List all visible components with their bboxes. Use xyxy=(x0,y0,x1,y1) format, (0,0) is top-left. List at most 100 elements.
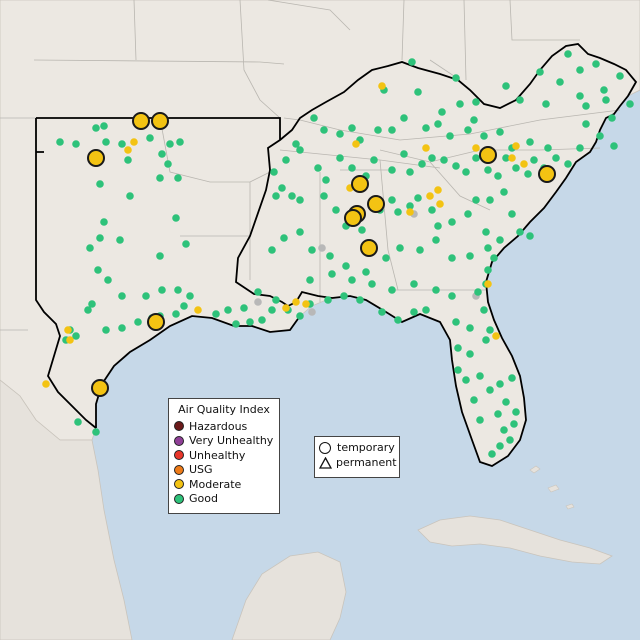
monitor-dot-good xyxy=(84,306,92,314)
legend-label: Hazardous xyxy=(189,419,248,433)
monitor-dot-good xyxy=(510,420,518,428)
monitor-dot-good xyxy=(332,206,340,214)
monitor-dot-good xyxy=(74,418,82,426)
monitor-dot-moderate xyxy=(492,332,500,340)
monitor-dot-good xyxy=(296,146,304,154)
monitor-dot-moderate xyxy=(434,186,442,194)
monitor-dot-no-data xyxy=(318,244,326,252)
monitor-dot-moderate xyxy=(436,200,444,208)
monitor-dot-good xyxy=(526,232,534,240)
monitor-dot-good xyxy=(448,292,456,300)
hazardous-swatch xyxy=(174,421,184,432)
monitor-dot-good xyxy=(370,156,378,164)
monitor-dot-good xyxy=(326,252,334,260)
monitor-dot-good xyxy=(438,108,446,116)
temporary-monitor-moderate xyxy=(91,379,109,397)
monitor-dot-good xyxy=(428,206,436,214)
monitor-dot-good xyxy=(494,410,502,418)
temporary-monitor-moderate xyxy=(360,239,378,257)
legend-item-hazardous: Hazardous xyxy=(169,419,279,434)
monitor-dot-good xyxy=(410,308,418,316)
monitor-dot-good xyxy=(472,154,480,162)
monitor-dot-good xyxy=(432,286,440,294)
monitor-dot-good xyxy=(400,150,408,158)
monitor-dot-moderate xyxy=(64,326,72,334)
monitor-dot-good xyxy=(182,240,190,248)
monitor-dot-good xyxy=(324,296,332,304)
temporary-monitor-moderate xyxy=(87,149,105,167)
monitor-dot-good xyxy=(268,306,276,314)
monitor-dot-moderate xyxy=(42,380,50,388)
monitor-dot-good xyxy=(72,140,80,148)
monitor-dot-good xyxy=(232,320,240,328)
legend-item-temporary: temporary xyxy=(315,440,399,455)
monitor-dot-good xyxy=(268,246,276,254)
monitor-dot-good xyxy=(306,276,314,284)
monitor-dot-good xyxy=(158,150,166,158)
monitor-dot-good xyxy=(314,164,322,172)
monitor-dot-good xyxy=(490,254,498,262)
monitor-dot-good xyxy=(536,68,544,76)
monitor-dot-good xyxy=(448,218,456,226)
monitor-dot-good xyxy=(482,228,490,236)
monitor-dot-good xyxy=(180,302,188,310)
monitor-dot-good xyxy=(422,124,430,132)
monitor-dot-good xyxy=(502,398,510,406)
monitor-dot-good xyxy=(288,192,296,200)
monitor-dot-moderate xyxy=(378,82,386,90)
region-outline xyxy=(36,43,638,467)
monitor-dot-moderate xyxy=(124,146,132,154)
mexico-landmass xyxy=(0,379,133,640)
legend-item-moderate: Moderate xyxy=(169,477,279,492)
monitor-dot-good xyxy=(400,114,408,122)
monitor-dot-good xyxy=(516,96,524,104)
monitor-dot-good xyxy=(466,350,474,358)
monitor-dot-no-data xyxy=(254,298,262,306)
temporary-monitor-moderate xyxy=(538,165,556,183)
temporary-monitor-moderate xyxy=(367,195,385,213)
monitor-dot-good xyxy=(378,308,386,316)
monitor-dot-good xyxy=(616,72,624,80)
monitor-dot-good xyxy=(336,130,344,138)
monitor-dot-good xyxy=(454,344,462,352)
monitor-dot-good xyxy=(388,126,396,134)
monitor-dot-good xyxy=(608,114,616,122)
monitor-dot-moderate xyxy=(352,140,360,148)
monitor-type-legend: temporary permanent xyxy=(314,436,400,478)
monitor-dot-good xyxy=(544,144,552,152)
monitor-dot-moderate xyxy=(66,336,74,344)
monitor-dot-good xyxy=(146,134,154,142)
very-unhealthy-swatch xyxy=(174,435,184,446)
monitor-dot-good xyxy=(462,168,470,176)
monitor-dot-good xyxy=(126,192,134,200)
monitor-dot-moderate xyxy=(426,192,434,200)
monitor-dot-good xyxy=(432,236,440,244)
monitor-dot-good xyxy=(610,142,618,150)
monitor-dot-good xyxy=(172,214,180,222)
monitor-dot-good xyxy=(592,60,600,68)
legend-item-usg: USG xyxy=(169,463,279,478)
monitor-dot-good xyxy=(388,166,396,174)
monitor-dot-good xyxy=(484,166,492,174)
monitor-dot-moderate xyxy=(302,300,310,308)
monitor-dot-good xyxy=(508,374,516,382)
monitor-dot-good xyxy=(452,318,460,326)
legend-item-very-unhealthy: Very Unhealthy xyxy=(169,434,279,449)
monitor-dot-good xyxy=(258,316,266,324)
monitor-dot-good xyxy=(462,376,470,384)
monitor-dot-good xyxy=(496,236,504,244)
monitor-dot-good xyxy=(348,164,356,172)
monitor-dot-good xyxy=(56,138,64,146)
monitor-dot-good xyxy=(224,306,232,314)
monitor-dot-good xyxy=(342,262,350,270)
monitor-dot-good xyxy=(496,442,504,450)
monitor-dot-good xyxy=(102,326,110,334)
monitor-dot-good xyxy=(340,292,348,300)
monitor-dot-good xyxy=(564,160,572,168)
monitor-dot-moderate xyxy=(194,306,202,314)
monitor-dot-good xyxy=(96,180,104,188)
monitor-dot-good xyxy=(410,280,418,288)
monitor-dot-good xyxy=(474,288,482,296)
monitor-dot-good xyxy=(542,100,550,108)
legend-label: temporary xyxy=(337,441,395,454)
